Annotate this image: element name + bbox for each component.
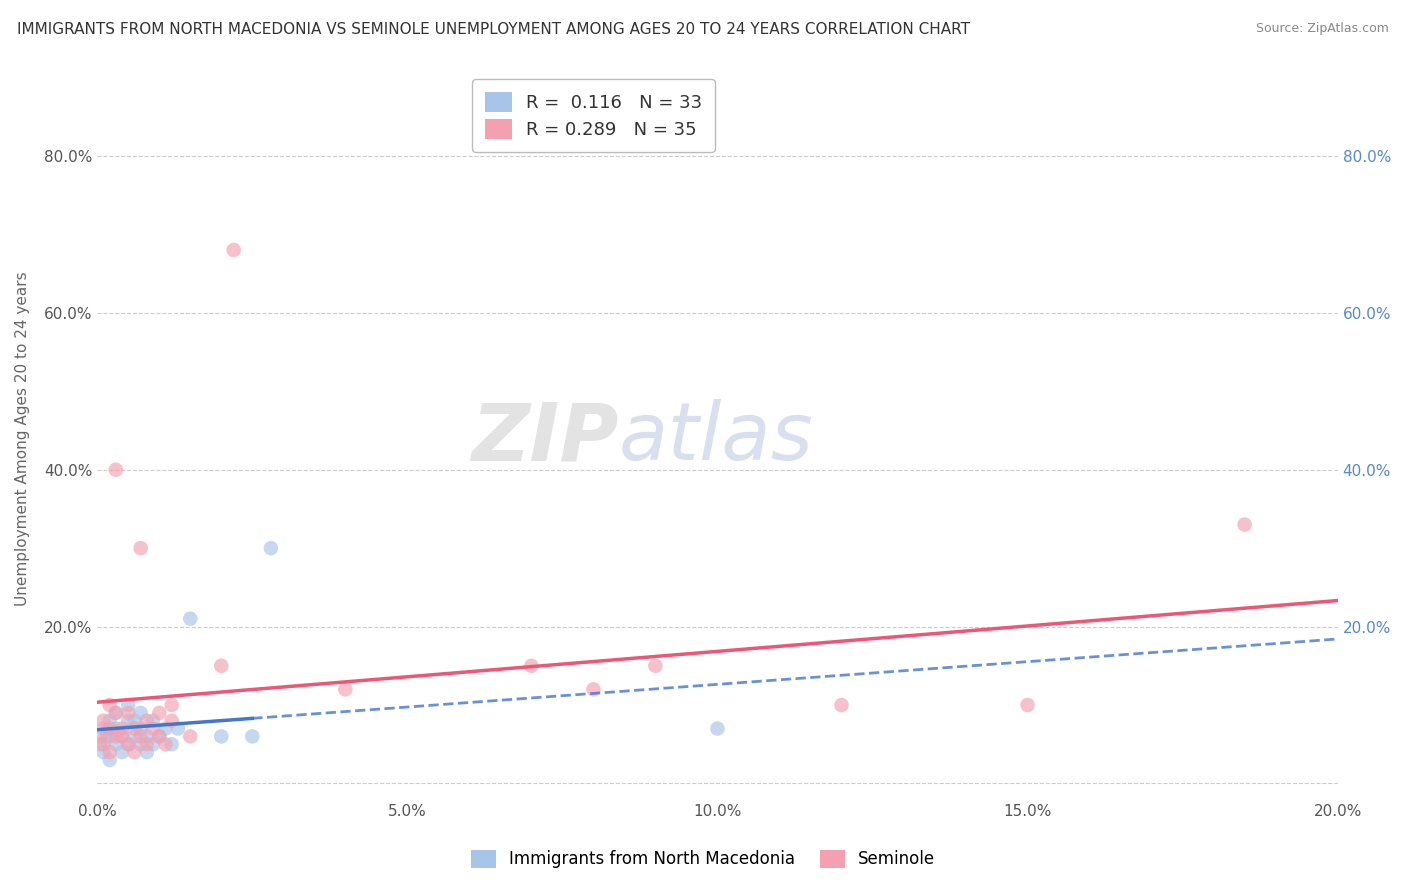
Point <box>129 706 152 720</box>
Point <box>117 737 139 751</box>
Point <box>160 698 183 712</box>
Point <box>98 745 121 759</box>
Point <box>93 722 115 736</box>
Point <box>89 737 111 751</box>
Point <box>117 714 139 728</box>
Point <box>706 722 728 736</box>
Point <box>117 737 139 751</box>
Point <box>111 745 134 759</box>
Point <box>148 730 170 744</box>
Point <box>129 541 152 555</box>
Point <box>129 737 152 751</box>
Point <box>209 658 232 673</box>
Point <box>104 706 127 720</box>
Point <box>89 730 111 744</box>
Point <box>124 714 146 728</box>
Point <box>104 730 127 744</box>
Point <box>96 730 118 744</box>
Point <box>98 753 121 767</box>
Point <box>160 737 183 751</box>
Point <box>93 714 115 728</box>
Point <box>644 658 666 673</box>
Point <box>179 612 201 626</box>
Point <box>124 722 146 736</box>
Point <box>830 698 852 712</box>
Point <box>155 737 177 751</box>
Point <box>222 243 245 257</box>
Point <box>260 541 283 555</box>
Point <box>117 706 139 720</box>
Point <box>148 706 170 720</box>
Text: IMMIGRANTS FROM NORTH MACEDONIA VS SEMINOLE UNEMPLOYMENT AMONG AGES 20 TO 24 YEA: IMMIGRANTS FROM NORTH MACEDONIA VS SEMIN… <box>17 22 970 37</box>
Point <box>129 722 152 736</box>
Point <box>335 682 357 697</box>
Point <box>124 730 146 744</box>
Point <box>129 730 152 744</box>
Y-axis label: Unemployment Among Ages 20 to 24 years: Unemployment Among Ages 20 to 24 years <box>15 271 30 606</box>
Point <box>1017 698 1039 712</box>
Text: atlas: atlas <box>619 400 813 477</box>
Point <box>240 730 263 744</box>
Legend: Immigrants from North Macedonia, Seminole: Immigrants from North Macedonia, Seminol… <box>463 841 943 877</box>
Point <box>111 730 134 744</box>
Point <box>117 698 139 712</box>
Text: ZIP: ZIP <box>471 400 619 477</box>
Point <box>111 730 134 744</box>
Point <box>1233 517 1256 532</box>
Point <box>148 730 170 744</box>
Point <box>135 730 157 744</box>
Point <box>104 722 127 736</box>
Point <box>520 658 543 673</box>
Point <box>111 722 134 736</box>
Point <box>167 722 190 736</box>
Point <box>160 714 183 728</box>
Point <box>179 730 201 744</box>
Point <box>98 714 121 728</box>
Point <box>98 698 121 712</box>
Point <box>155 722 177 736</box>
Legend: R =  0.116   N = 33, R = 0.289   N = 35: R = 0.116 N = 33, R = 0.289 N = 35 <box>472 79 714 152</box>
Point <box>142 714 165 728</box>
Text: Source: ZipAtlas.com: Source: ZipAtlas.com <box>1256 22 1389 36</box>
Point <box>98 730 121 744</box>
Point <box>104 737 127 751</box>
Point <box>209 730 232 744</box>
Point <box>98 722 121 736</box>
Point <box>135 714 157 728</box>
Point <box>124 745 146 759</box>
Point <box>104 463 127 477</box>
Point <box>104 706 127 720</box>
Point <box>135 737 157 751</box>
Point <box>93 737 115 751</box>
Point <box>582 682 605 697</box>
Point <box>142 722 165 736</box>
Point <box>93 745 115 759</box>
Point <box>135 745 157 759</box>
Point <box>142 737 165 751</box>
